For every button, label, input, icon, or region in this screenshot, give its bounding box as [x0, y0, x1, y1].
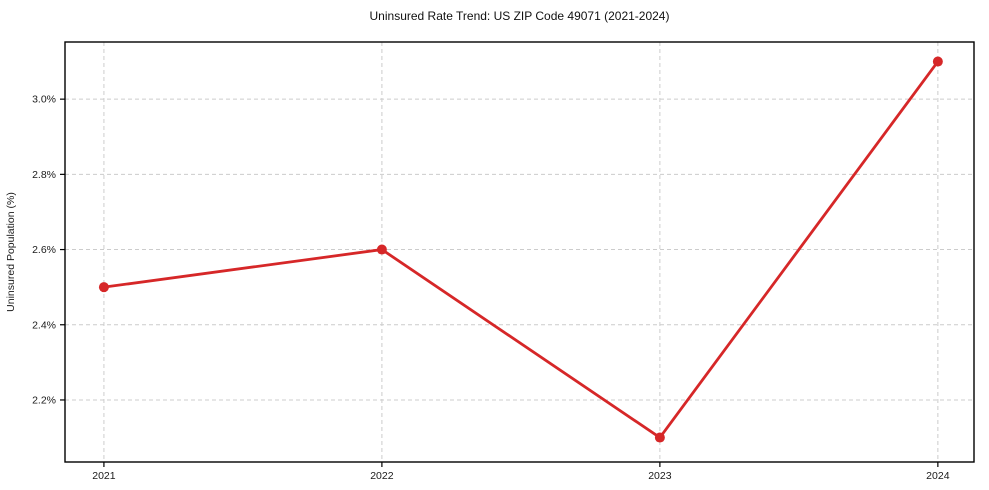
- x-tick-label: 2022: [370, 470, 394, 482]
- plot-border-rect: [64, 41, 975, 463]
- y-tick-label: 2.6%: [32, 244, 56, 256]
- y-tick-label: 2.8%: [32, 169, 56, 181]
- trend-line-series: [98, 56, 943, 443]
- axis-tick-labels: 2.2% 2.4% 2.6% 2.8% 3.0% 2021 2022 2023 2024: [32, 94, 950, 482]
- x-tick-label: 2021: [92, 470, 116, 482]
- data-point-marker: [376, 244, 387, 255]
- y-tick-label: 2.4%: [32, 319, 56, 331]
- y-axis-label: Uninsured Population (%): [5, 192, 17, 312]
- data-point-marker: [98, 282, 109, 293]
- data-point-marker: [932, 56, 943, 67]
- chart-title: Uninsured Rate Trend: US ZIP Code 49071 …: [370, 9, 670, 23]
- y-tick-label: 2.2%: [32, 394, 56, 406]
- x-tick-label: 2024: [926, 470, 950, 482]
- data-point-marker: [654, 432, 665, 443]
- plot-border: [64, 41, 975, 463]
- x-tick-label: 2023: [648, 470, 672, 482]
- axis-ticks: [60, 98, 939, 467]
- gridlines: [65, 42, 974, 462]
- trend-line: [102, 60, 940, 439]
- y-tick-label: 3.0%: [32, 94, 56, 106]
